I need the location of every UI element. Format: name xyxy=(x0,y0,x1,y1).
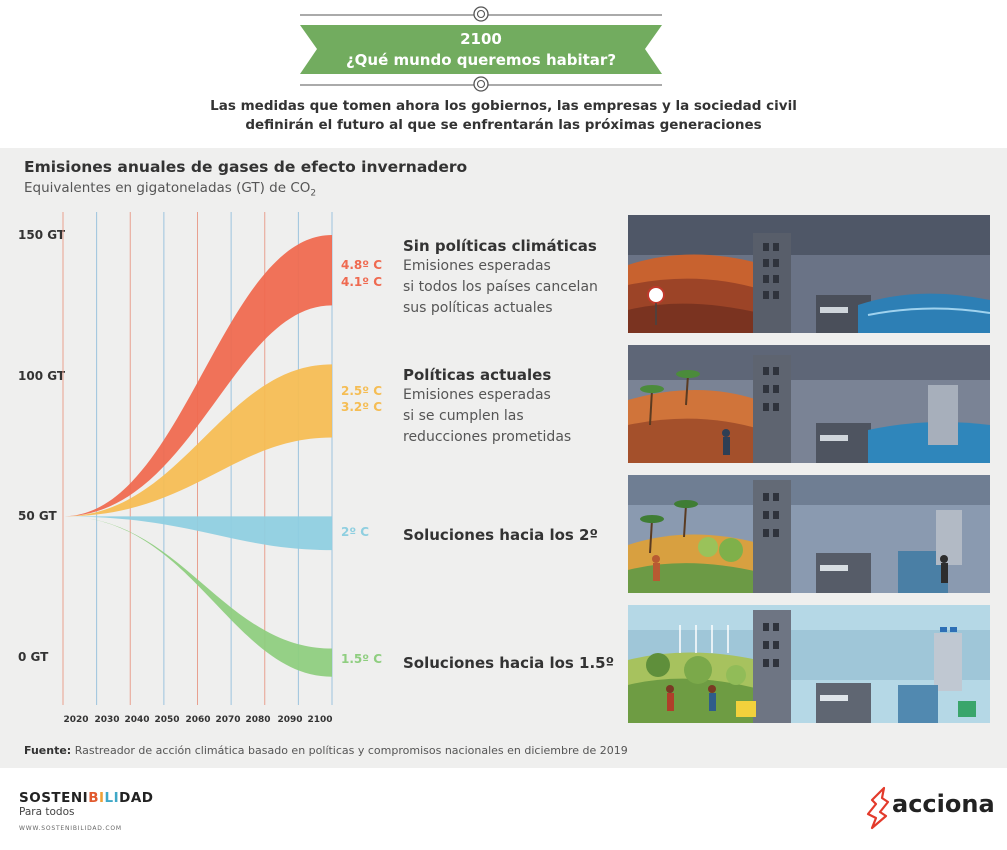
brand-part-a: SOSTENI xyxy=(19,790,89,806)
title-banner: 2100 ¿Qué mundo queremos habitar? xyxy=(300,6,662,92)
illustration-two-degrees xyxy=(628,475,990,593)
brand-tagline: Para todos xyxy=(19,806,75,818)
scenario-current-title: Políticas actuales xyxy=(403,366,552,384)
scenario-one-five-title: Soluciones hacia los 1.5º xyxy=(403,654,615,672)
band-current-policies xyxy=(63,364,332,517)
chart-title: Emisiones anuales de gases de efecto inv… xyxy=(24,158,468,176)
x-tick-2070: 2070 xyxy=(215,715,240,725)
scenario-current: Políticas actuales Emisiones esperadas s… xyxy=(403,365,623,448)
chart-subtitle-subscript: 2 xyxy=(310,188,317,199)
scenario-current-desc-1: Emisiones esperadas xyxy=(403,387,551,403)
label-3-2c: 3.2º C xyxy=(341,400,382,414)
illustration-no-policy xyxy=(628,215,990,333)
x-tick-2080: 2080 xyxy=(245,715,270,725)
y-tick-150: 150 GT xyxy=(18,228,66,242)
label-2-5c: 2.5º C xyxy=(341,384,382,398)
brand-part-b3: LI xyxy=(104,790,120,806)
y-tick-100: 100 GT xyxy=(18,369,66,383)
label-4-1c: 4.1º C xyxy=(341,275,382,289)
chart-subtitle: Equivalentes en gigatoneladas (GT) de CO… xyxy=(24,180,316,199)
y-tick-0: 0 GT xyxy=(18,650,49,664)
x-tick-2100: 2100 xyxy=(307,715,332,725)
scenario-no-policy: Sin políticas climáticas Emisiones esper… xyxy=(403,236,623,319)
scenario-two-deg-title: Soluciones hacia los 2º xyxy=(403,526,598,544)
acciona-logo[interactable]: acciona xyxy=(892,790,995,818)
scenario-current-desc-3: reducciones prometidas xyxy=(403,429,572,445)
banner-question: ¿Qué mundo queremos habitar? xyxy=(346,51,616,69)
x-tick-2090: 2090 xyxy=(277,715,302,725)
label-2c: 2º C xyxy=(341,525,369,539)
emissions-chart: 2020 2030 2040 2050 2060 2070 2080 2090 2100 4.8º… xyxy=(62,212,382,725)
illustration-current-policies xyxy=(628,345,990,463)
label-4-8c: 4.8º C xyxy=(341,258,382,272)
x-tick-2020: 2020 xyxy=(63,715,88,725)
acciona-leaf-icon xyxy=(866,786,890,830)
band-no-policy xyxy=(63,235,332,517)
source-note: Fuente: Rastreador de acción climática b… xyxy=(24,744,628,757)
band-two-degrees xyxy=(63,516,332,551)
x-tick-2040: 2040 xyxy=(124,715,149,725)
brand-part-b1: B xyxy=(88,790,99,806)
scenario-one-five: Soluciones hacia los 1.5º xyxy=(403,653,623,673)
scenario-no-policy-desc-2: si todos los países cancelan xyxy=(403,279,598,295)
banner-year: 2100 xyxy=(460,30,502,48)
x-tick-2060: 2060 xyxy=(185,715,210,725)
subtitle-line-2: definirán el futuro al que se enfrentará… xyxy=(245,117,762,133)
scenario-no-policy-desc-3: sus políticas actuales xyxy=(403,300,553,316)
brand-url[interactable]: WWW.SOSTENIBILIDAD.COM xyxy=(19,825,122,832)
footer xyxy=(0,768,1007,850)
illustration-one-point-five xyxy=(628,605,990,723)
page-subtitle: Las medidas que tomen ahora los gobierno… xyxy=(0,97,1007,135)
band-one-point-five xyxy=(63,516,332,677)
x-tick-2030: 2030 xyxy=(94,715,119,725)
subtitle-line-1: Las medidas que tomen ahora los gobierno… xyxy=(210,98,797,114)
source-text: Rastreador de acción climática basado en… xyxy=(71,744,628,757)
chart-subtitle-text: Equivalentes en gigatoneladas (GT) de CO xyxy=(24,180,311,196)
brand-part-b2: I xyxy=(98,790,105,806)
scenario-no-policy-desc-1: Emisiones esperadas xyxy=(403,258,551,274)
brand-part-c: DAD xyxy=(119,790,154,806)
source-label: Fuente: xyxy=(24,744,72,757)
scenario-two-deg: Soluciones hacia los 2º xyxy=(403,525,623,545)
scenario-no-policy-title: Sin políticas climáticas xyxy=(403,237,597,255)
scenario-current-desc-2: si se cumplen las xyxy=(403,408,524,424)
x-tick-2050: 2050 xyxy=(154,715,179,725)
sostenibilidad-logo[interactable]: SOSTENIBILIDAD xyxy=(19,790,154,806)
y-tick-50: 50 GT xyxy=(18,509,57,523)
label-1-5c: 1.5º C xyxy=(341,652,382,666)
